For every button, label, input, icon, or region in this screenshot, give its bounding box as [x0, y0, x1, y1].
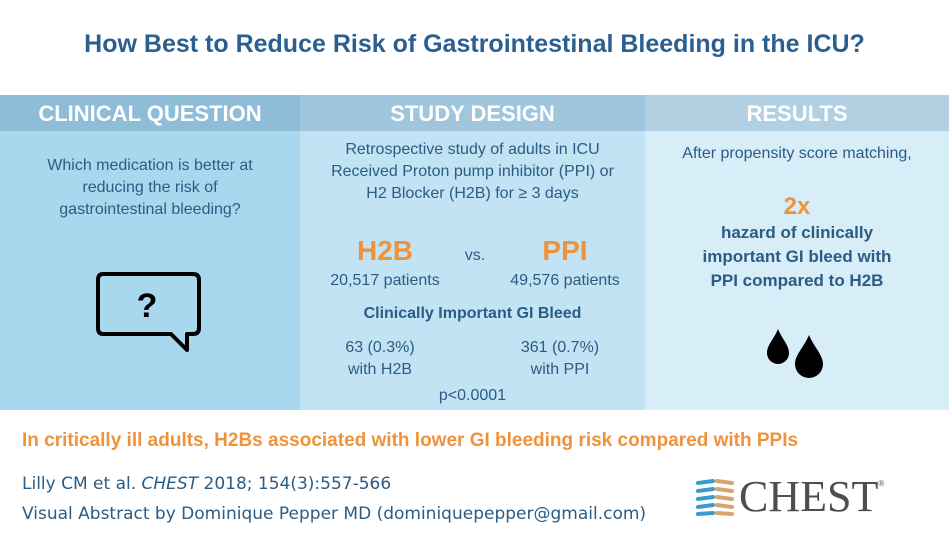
arm-ppi-name: PPI — [542, 235, 588, 266]
question-mark: ? — [137, 287, 158, 325]
chest-logo: CHEST ® — [695, 475, 884, 519]
citation-details: 2018; 154(3):557-566 — [198, 474, 392, 494]
arm-ppi-bleed: 361 (0.7%) with PPI — [500, 337, 620, 381]
arm-h2b-patients: 20,517 patients — [330, 272, 440, 289]
chest-logo-text: CHEST — [739, 472, 879, 521]
credit: Visual Abstract by Dominique Pepper MD (… — [22, 504, 647, 524]
speech-bubble-question-icon: ? — [96, 272, 201, 352]
vs-label: vs. — [464, 247, 486, 264]
results-line: PPI compared to H2B — [710, 271, 884, 290]
ppi-bleed-label: with PPI — [530, 361, 590, 378]
clinical-question-header: CLINICAL QUESTION — [0, 95, 300, 131]
design-line: H2 Blocker (H2B) for ≥ 3 days — [366, 185, 579, 202]
question-line: reducing the risk of — [82, 179, 218, 196]
design-line: Retrospective study of adults in ICU — [345, 141, 600, 158]
design-line: Received Proton pump inhibitor (PPI) or — [331, 163, 614, 180]
study-design-panel: STUDY DESIGN Retrospective study of adul… — [300, 95, 645, 410]
results-line: important GI bleed with — [702, 247, 892, 266]
outcome-label: Clinically Important GI Bleed — [363, 305, 582, 322]
study-design-header: STUDY DESIGN — [300, 95, 645, 131]
p-value: p<0.0001 — [438, 387, 507, 404]
chest-logo-mark-icon — [696, 479, 734, 516]
results-panel: RESULTS After propensity score matching,… — [645, 95, 949, 410]
conclusion: In critically ill adults, H2Bs associate… — [22, 430, 799, 451]
question-line: Which medication is better at — [47, 157, 253, 174]
results-line: hazard of clinically — [720, 223, 874, 242]
results-header: RESULTS — [645, 95, 949, 131]
citation-journal: CHEST — [141, 474, 199, 494]
registered-mark: ® — [878, 479, 885, 488]
ppi-bleed-value: 361 (0.7%) — [520, 339, 600, 356]
citation-authors: Lilly CM et al. — [22, 474, 142, 494]
citation: Lilly CM et al. CHEST 2018; 154(3):557-5… — [22, 474, 391, 494]
clinical-question-panel: CLINICAL QUESTION Which medication is be… — [0, 95, 300, 410]
results-intro: After propensity score matching, — [682, 145, 912, 162]
h2b-bleed-value: 63 (0.3%) — [345, 339, 415, 356]
arm-h2b-name: H2B — [356, 235, 413, 266]
page-title: How Best to Reduce Risk of Gastrointesti… — [84, 30, 865, 58]
question-line: gastrointestinal bleeding? — [59, 201, 241, 218]
blood-drops-icon — [767, 329, 823, 378]
results-big-value: 2x — [783, 193, 811, 220]
h2b-bleed-label: with H2B — [347, 361, 413, 378]
arm-h2b-bleed: 63 (0.3%) with H2B — [320, 337, 440, 381]
arm-ppi-patients: 49,576 patients — [510, 272, 620, 289]
